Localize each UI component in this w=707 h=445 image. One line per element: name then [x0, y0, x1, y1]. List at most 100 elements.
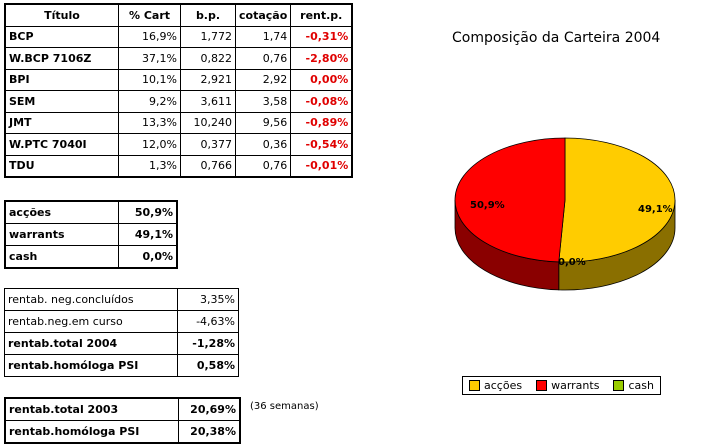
returns-label: rentab.neg.em curso [4, 310, 178, 333]
cell-cotacao: 0,76 [234, 154, 292, 178]
cell-cotacao: 1,74 [234, 25, 292, 48]
cell-titulo: TDU [4, 154, 119, 178]
cell-bp: 0,766 [180, 154, 236, 178]
table-row: TDU 1,3% 0,766 0,76 -0,01% [4, 154, 353, 178]
returns-value: 3,35% [177, 288, 239, 311]
table-row: rentab.homóloga PSI 0,58% [4, 354, 239, 377]
table-row: BCP 16,9% 1,772 1,74 -0,31% [4, 25, 353, 48]
legend-swatch [613, 380, 625, 391]
header-cotacao: cotação [234, 3, 292, 27]
legend-item: cash [613, 379, 654, 392]
legend-swatch [536, 380, 548, 391]
allocation-label: acções [4, 200, 119, 224]
returns-2003-value: 20,69% [178, 397, 241, 421]
chart-legend: acções warrants cash [462, 376, 661, 395]
allocation-value: 0,0% [118, 245, 178, 269]
cell-cotacao: 9,56 [234, 111, 292, 134]
legend-item: acções [469, 379, 522, 392]
cell-titulo: BCP [4, 25, 119, 48]
table-row: acções 50,9% [4, 200, 178, 224]
cell-titulo: BPI [4, 68, 119, 91]
cell-pct-cart: 16,9% [118, 25, 181, 48]
pie-data-label: 50,9% [470, 200, 505, 211]
table-row: rentab.homóloga PSI 20,38% [4, 420, 241, 444]
pie-slice-warrants [454, 137, 566, 263]
cell-bp: 2,921 [180, 68, 236, 91]
pie-data-label: 0,0% [558, 257, 586, 268]
header-bp: b.p. [180, 3, 236, 27]
cell-cotacao: 2,92 [234, 68, 292, 91]
table-row: JMT 13,3% 10,240 9,56 -0,89% [4, 111, 353, 134]
legend-label: acções [484, 379, 523, 392]
header-pct-cart: % Cart [118, 3, 181, 27]
cell-pct-cart: 12,0% [118, 133, 181, 156]
cell-cotacao: 3,58 [234, 90, 292, 113]
returns-label: rentab.total 2004 [4, 332, 178, 355]
allocation-value: 49,1% [118, 223, 178, 246]
cell-cotacao: 0,36 [234, 133, 292, 156]
holdings-body: BCP 16,9% 1,772 1,74 -0,31% W.BCP 7106Z 37,1% 0… [4, 25, 353, 178]
table-row: SEM 9,2% 3,611 3,58 -0,08% [4, 90, 353, 113]
header-titulo: Título [4, 3, 119, 27]
cell-rent-p: -0,31% [290, 25, 353, 48]
legend-swatch [469, 380, 480, 391]
table-row: rentab. neg.concluídos 3,35% [4, 288, 239, 311]
cell-bp: 1,772 [180, 25, 236, 48]
table-row: rentab.total 2003 20,69% [4, 397, 241, 421]
table-row: W.PTC 7040I 12,0% 0,377 0,36 -0,54% [4, 133, 353, 156]
pie-data-label: 49,1% [638, 204, 673, 215]
legend-item: warrants [536, 379, 599, 392]
weeks-note: (36 semanas) [250, 401, 319, 412]
cell-titulo: W.PTC 7040I [4, 133, 119, 156]
legend-label: warrants [551, 379, 600, 392]
allocation-value: 50,9% [118, 200, 178, 224]
cell-pct-cart: 9,2% [118, 90, 181, 113]
legend-label: cash [628, 379, 654, 392]
allocation-label: cash [4, 245, 119, 269]
returns-value: -1,28% [177, 332, 239, 355]
cell-pct-cart: 1,3% [118, 154, 181, 178]
cell-rent-p: -0,54% [290, 133, 353, 156]
table-row: rentab.total 2004 -1,28% [4, 332, 239, 355]
table-row: W.BCP 7106Z 37,1% 0,822 0,76 -2,80% [4, 47, 353, 70]
cell-titulo: W.BCP 7106Z [4, 47, 119, 70]
allocation-table: acções 50,9% warrants 49,1% cash 0,0% [4, 200, 178, 269]
pie-chart: 50,9% 49,1% 0,0% [454, 137, 676, 291]
cell-rent-p: -2,80% [290, 47, 353, 70]
cell-bp: 0,822 [180, 47, 236, 70]
table-row: warrants 49,1% [4, 223, 178, 246]
returns-label: rentab. neg.concluídos [4, 288, 178, 311]
cell-bp: 0,377 [180, 133, 236, 156]
allocation-body: acções 50,9% warrants 49,1% cash 0,0% [4, 200, 178, 269]
cell-pct-cart: 10,1% [118, 68, 181, 91]
cell-rent-p: -0,89% [290, 111, 353, 134]
cell-bp: 3,611 [180, 90, 236, 113]
holdings-table: Título % Cart b.p. cotação rent.p. BCP 16… [4, 3, 354, 178]
returns-2003-value: 20,38% [178, 420, 241, 444]
table-row: BPI 10,1% 2,921 2,92 0,00% [4, 68, 353, 91]
returns-value: -4,63% [177, 310, 239, 333]
table-row: cash 0,0% [4, 245, 178, 269]
returns-table: rentab. neg.concluídos 3,35% rentab.neg.em… [4, 288, 239, 377]
cell-rent-p: -0,08% [290, 90, 353, 113]
cell-pct-cart: 13,3% [118, 111, 181, 134]
cell-rent-p: 0,00% [290, 68, 353, 91]
returns-2003-label: rentab.total 2003 [4, 397, 179, 421]
pie-slice-acções [558, 137, 676, 263]
returns-body: rentab. neg.concluídos 3,35% rentab.neg.em… [4, 288, 239, 377]
table-row: rentab.neg.em curso -4,63% [4, 310, 239, 333]
returns-2003-table: rentab.total 2003 20,69% rentab.homóloga P… [4, 397, 241, 444]
header-rent-p: rent.p. [290, 3, 353, 27]
returns-2003-label: rentab.homóloga PSI [4, 420, 179, 444]
cell-titulo: SEM [4, 90, 119, 113]
chart-title: Composição da Carteira 2004 [452, 30, 661, 46]
returns-2003-body: rentab.total 2003 20,69% rentab.homóloga P… [4, 397, 241, 444]
returns-label: rentab.homóloga PSI [4, 354, 178, 377]
cell-titulo: JMT [4, 111, 119, 134]
cell-pct-cart: 37,1% [118, 47, 181, 70]
cell-cotacao: 0,76 [234, 47, 292, 70]
returns-value: 0,58% [177, 354, 239, 377]
cell-bp: 10,240 [180, 111, 236, 134]
cell-rent-p: -0,01% [290, 154, 353, 178]
allocation-label: warrants [4, 223, 119, 246]
